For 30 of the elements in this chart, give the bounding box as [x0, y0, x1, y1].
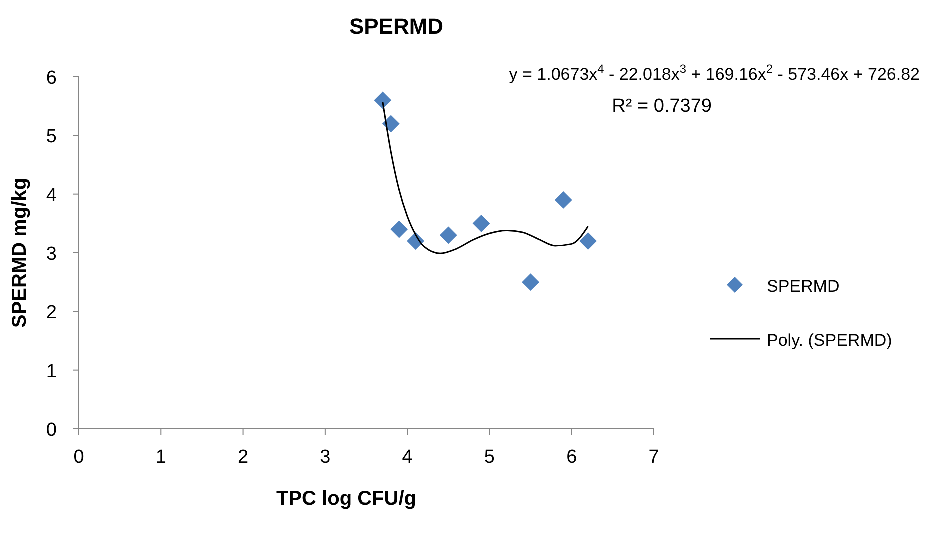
- point: [390, 221, 408, 238]
- x-tick-label: 5: [484, 447, 496, 468]
- x-axis-title: TPC log CFU/g: [276, 488, 416, 510]
- x-tick-label: 6: [566, 447, 578, 468]
- y-tick-label: 2: [46, 302, 57, 324]
- annotation: y = 1.0673x$^{4}$ - 22.018x$^{3}$ + 169.16x$^{2}$ - 573.46x + 726.82: [509, 62, 920, 84]
- point: [382, 115, 400, 132]
- point: [580, 232, 597, 250]
- y-tick-label: 3: [46, 244, 57, 265]
- legend-label: Poly. (SPERMD): [767, 331, 892, 350]
- y-axis-title: SPERMD mg/kg: [9, 178, 31, 328]
- point: [473, 215, 490, 232]
- x-tick-label: 3: [320, 447, 331, 468]
- annotation: R² = 0.7379: [612, 96, 712, 117]
- point: [522, 274, 540, 291]
- x-tick-label: 7: [648, 447, 660, 468]
- point: [440, 226, 458, 244]
- x-tick-label: 2: [238, 447, 249, 468]
- x-tick-label: 1: [156, 447, 166, 468]
- x-tick-label: 4: [402, 447, 414, 468]
- y-tick-label: 0: [46, 420, 57, 441]
- y-tick-label: 5: [46, 126, 57, 148]
- chart-title: SPERMD: [349, 14, 444, 39]
- point: [555, 192, 572, 209]
- y-tick-label: 4: [46, 185, 58, 206]
- point: [374, 92, 392, 109]
- legend-label: SPERMD: [767, 277, 840, 296]
- y-tick-label: 6: [46, 68, 57, 89]
- y-tick-label: 1: [46, 361, 57, 382]
- x-tick-label: 0: [74, 447, 84, 468]
